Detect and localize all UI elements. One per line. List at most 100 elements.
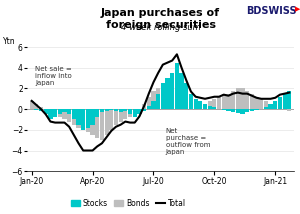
Bar	[254, 109, 259, 110]
Bar	[53, 109, 57, 117]
Bar	[250, 109, 254, 111]
Bar	[137, 109, 142, 114]
Bar	[156, 88, 160, 109]
Bar	[100, 109, 104, 140]
Text: 4-week rolling sum: 4-week rolling sum	[121, 23, 200, 32]
Bar	[133, 109, 137, 114]
Bar	[152, 91, 156, 109]
Bar	[109, 109, 113, 130]
Bar	[109, 109, 113, 110]
Text: Ytn: Ytn	[3, 37, 16, 46]
Text: ▶: ▶	[295, 6, 300, 12]
Bar	[165, 78, 169, 109]
Bar	[86, 109, 90, 132]
Bar	[245, 91, 249, 109]
Bar	[278, 97, 282, 109]
Text: BDSWISS: BDSWISS	[246, 6, 297, 16]
Bar	[175, 101, 179, 109]
Bar	[142, 104, 146, 109]
Bar	[58, 109, 62, 114]
Bar	[161, 83, 165, 109]
Bar	[231, 91, 235, 109]
Bar	[264, 101, 268, 109]
Bar	[283, 94, 287, 109]
Bar	[104, 109, 109, 135]
Bar	[264, 107, 268, 109]
Bar	[44, 109, 48, 114]
Bar	[81, 109, 85, 130]
Bar	[194, 107, 198, 109]
Bar	[203, 104, 207, 109]
Bar	[114, 109, 118, 125]
Bar	[156, 94, 160, 109]
Bar	[95, 109, 99, 138]
Bar	[161, 91, 165, 109]
Bar	[189, 107, 193, 109]
Bar	[287, 91, 291, 109]
Bar	[91, 109, 95, 135]
Bar	[128, 109, 132, 114]
Bar	[287, 109, 291, 111]
Bar	[147, 97, 151, 109]
Bar	[133, 109, 137, 117]
Bar	[67, 109, 71, 114]
Bar	[175, 62, 179, 109]
Bar	[240, 88, 244, 109]
Bar	[212, 99, 217, 109]
Bar	[128, 109, 132, 117]
Bar	[226, 94, 230, 109]
Bar	[165, 94, 169, 109]
Bar	[147, 106, 151, 109]
Bar	[217, 97, 221, 109]
Bar	[184, 106, 188, 109]
Bar	[53, 109, 57, 114]
Bar	[142, 109, 146, 111]
Bar	[203, 104, 207, 109]
Bar	[76, 109, 81, 128]
Bar	[222, 94, 226, 109]
Bar	[118, 109, 123, 112]
Bar	[62, 109, 67, 119]
Bar	[236, 109, 240, 113]
Bar	[170, 73, 174, 109]
Bar	[81, 109, 85, 130]
Bar	[152, 101, 156, 109]
Bar	[100, 109, 104, 112]
Bar	[254, 97, 259, 109]
Bar	[123, 109, 128, 111]
Bar	[198, 106, 203, 109]
Bar	[240, 109, 244, 114]
Bar	[250, 94, 254, 109]
Bar	[62, 109, 67, 112]
Bar	[170, 97, 174, 109]
Bar	[72, 109, 76, 125]
Bar	[268, 104, 273, 109]
Bar	[212, 107, 217, 109]
Text: Net sale =
inflow into
Japan: Net sale = inflow into Japan	[35, 66, 72, 86]
Bar	[91, 109, 95, 125]
Bar	[34, 109, 38, 110]
Bar	[231, 109, 235, 112]
Bar	[194, 99, 198, 109]
Bar	[123, 109, 128, 119]
Bar	[273, 106, 278, 109]
Bar	[236, 88, 240, 109]
Bar	[245, 109, 249, 112]
Bar	[137, 109, 142, 111]
Bar	[39, 107, 43, 109]
Bar	[273, 101, 278, 109]
Text: Net
purchase =
outflow from
Japan: Net purchase = outflow from Japan	[166, 128, 210, 155]
Bar	[104, 109, 109, 111]
Bar	[198, 101, 203, 109]
Bar	[58, 109, 62, 117]
Bar	[184, 83, 188, 109]
Bar	[30, 101, 34, 109]
Bar	[39, 109, 43, 111]
Bar	[179, 73, 184, 109]
Bar	[48, 109, 52, 111]
Bar	[34, 104, 38, 109]
Bar	[226, 109, 230, 111]
Bar	[179, 104, 184, 109]
Bar	[48, 109, 52, 119]
Bar	[72, 109, 76, 119]
